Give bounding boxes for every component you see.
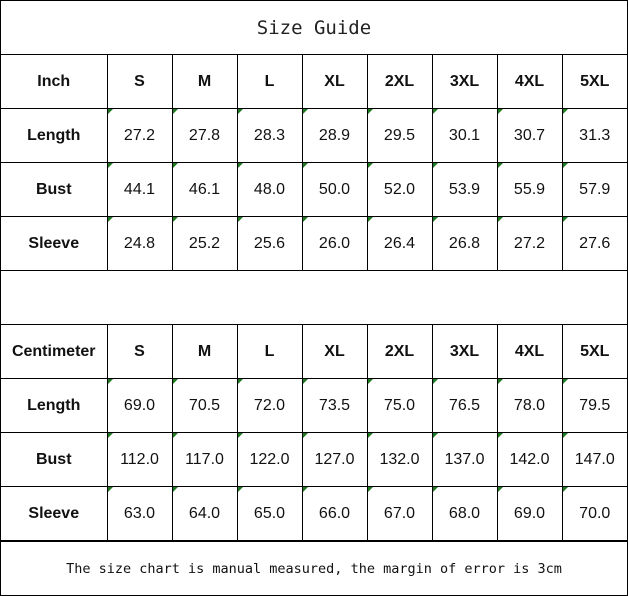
measurement-value: 44.1 bbox=[106, 162, 173, 217]
measurement-value: 27.2 bbox=[106, 108, 173, 163]
measurement-value: 117.0 bbox=[171, 432, 238, 487]
header-row: Inch S M L XL 2XL 3XL 4XL 5XL bbox=[1, 54, 627, 109]
measurement-value: 68.0 bbox=[431, 486, 498, 541]
measurement-value: 26.8 bbox=[431, 216, 498, 271]
measurement-label: Length bbox=[1, 378, 108, 433]
size-header: 4XL bbox=[496, 324, 563, 379]
measurement-value: 64.0 bbox=[171, 486, 238, 541]
size-header: L bbox=[236, 54, 303, 109]
measurement-value: 28.9 bbox=[301, 108, 368, 163]
size-header: M bbox=[171, 54, 238, 109]
measurement-value: 122.0 bbox=[236, 432, 303, 487]
size-header: 3XL bbox=[431, 324, 498, 379]
measurement-value: 52.0 bbox=[366, 162, 433, 217]
header-row: Centimeter S M L XL 2XL 3XL 4XL 5XL bbox=[1, 324, 627, 379]
measurement-value: 79.5 bbox=[561, 378, 627, 433]
measurement-label: Sleeve bbox=[1, 486, 108, 541]
size-header: 3XL bbox=[431, 54, 498, 109]
measurement-value: 55.9 bbox=[496, 162, 563, 217]
measurement-value: 28.3 bbox=[236, 108, 303, 163]
measurement-value: 137.0 bbox=[431, 432, 498, 487]
measurement-value: 75.0 bbox=[366, 378, 433, 433]
size-header: S bbox=[106, 324, 173, 379]
measurement-value: 69.0 bbox=[106, 378, 173, 433]
measurement-value: 63.0 bbox=[106, 486, 173, 541]
measurement-value: 30.1 bbox=[431, 108, 498, 163]
table-row: Length 69.0 70.5 72.0 73.5 75.0 76.5 78.0 79.5 bbox=[1, 378, 627, 433]
measurement-value: 66.0 bbox=[301, 486, 368, 541]
measurement-value: 142.0 bbox=[496, 432, 563, 487]
table-row: Sleeve 24.8 25.2 25.6 26.0 26.4 26.8 27.2 27.6 bbox=[1, 216, 627, 271]
measurement-label: Length bbox=[1, 108, 108, 163]
size-header: 2XL bbox=[366, 54, 433, 109]
measurement-value: 78.0 bbox=[496, 378, 563, 433]
measurement-value: 46.1 bbox=[171, 162, 238, 217]
measurement-value: 127.0 bbox=[301, 432, 368, 487]
size-header: L bbox=[236, 324, 303, 379]
measurement-value: 72.0 bbox=[236, 378, 303, 433]
unit-header: Centimeter bbox=[1, 324, 108, 379]
measurement-value: 70.5 bbox=[171, 378, 238, 433]
measurement-value: 67.0 bbox=[366, 486, 433, 541]
table-row: Sleeve 63.0 64.0 65.0 66.0 67.0 68.0 69.0 70.0 bbox=[1, 486, 627, 541]
measurement-value: 26.4 bbox=[366, 216, 433, 271]
measurement-value: 27.6 bbox=[561, 216, 627, 271]
measurement-value: 76.5 bbox=[431, 378, 498, 433]
table-row: Bust 44.1 46.1 48.0 50.0 52.0 53.9 55.9 57.9 bbox=[1, 162, 627, 217]
measurement-value: 112.0 bbox=[106, 432, 173, 487]
measurement-value: 53.9 bbox=[431, 162, 498, 217]
measurement-value: 30.7 bbox=[496, 108, 563, 163]
measurement-value: 57.9 bbox=[561, 162, 627, 217]
measurement-label: Bust bbox=[1, 432, 108, 487]
measurement-value: 31.3 bbox=[561, 108, 627, 163]
measurement-value: 27.8 bbox=[171, 108, 238, 163]
measurement-value: 27.2 bbox=[496, 216, 563, 271]
size-header: 5XL bbox=[561, 54, 627, 109]
measurement-value: 70.0 bbox=[561, 486, 627, 541]
measurement-value: 50.0 bbox=[301, 162, 368, 217]
size-header: 2XL bbox=[366, 324, 433, 379]
size-header: S bbox=[106, 54, 173, 109]
measurement-note: The size chart is manual measured, the m… bbox=[1, 541, 627, 595]
page-title: Size Guide bbox=[1, 1, 627, 55]
measurement-value: 48.0 bbox=[236, 162, 303, 217]
size-header: XL bbox=[301, 54, 368, 109]
measurement-value: 73.5 bbox=[301, 378, 368, 433]
measurement-value: 69.0 bbox=[496, 486, 563, 541]
centimeter-size-table: Centimeter S M L XL 2XL 3XL 4XL 5XL Length 69.0 70.… bbox=[1, 324, 627, 541]
table-row: Length 27.2 27.8 28.3 28.9 29.5 30.1 30.7 31.3 bbox=[1, 108, 627, 163]
size-header: M bbox=[171, 324, 238, 379]
measurement-label: Sleeve bbox=[1, 216, 108, 271]
measurement-value: 65.0 bbox=[236, 486, 303, 541]
size-header: 4XL bbox=[496, 54, 563, 109]
size-header: XL bbox=[301, 324, 368, 379]
measurement-label: Bust bbox=[1, 162, 108, 217]
table-row: Bust 112.0 117.0 122.0 127.0 132.0 137.0 142.0 1… bbox=[1, 432, 627, 487]
measurement-value: 147.0 bbox=[561, 432, 627, 487]
measurement-value: 132.0 bbox=[366, 432, 433, 487]
unit-header: Inch bbox=[1, 54, 108, 109]
inch-size-table: Inch S M L XL 2XL 3XL 4XL 5XL Length 27.2 27.8 28.3 2… bbox=[1, 54, 627, 271]
measurement-value: 25.6 bbox=[236, 216, 303, 271]
measurement-value: 29.5 bbox=[366, 108, 433, 163]
size-header: 5XL bbox=[561, 324, 627, 379]
spacer-row bbox=[1, 271, 627, 325]
measurement-value: 26.0 bbox=[301, 216, 368, 271]
measurement-value: 24.8 bbox=[106, 216, 173, 271]
measurement-value: 25.2 bbox=[171, 216, 238, 271]
